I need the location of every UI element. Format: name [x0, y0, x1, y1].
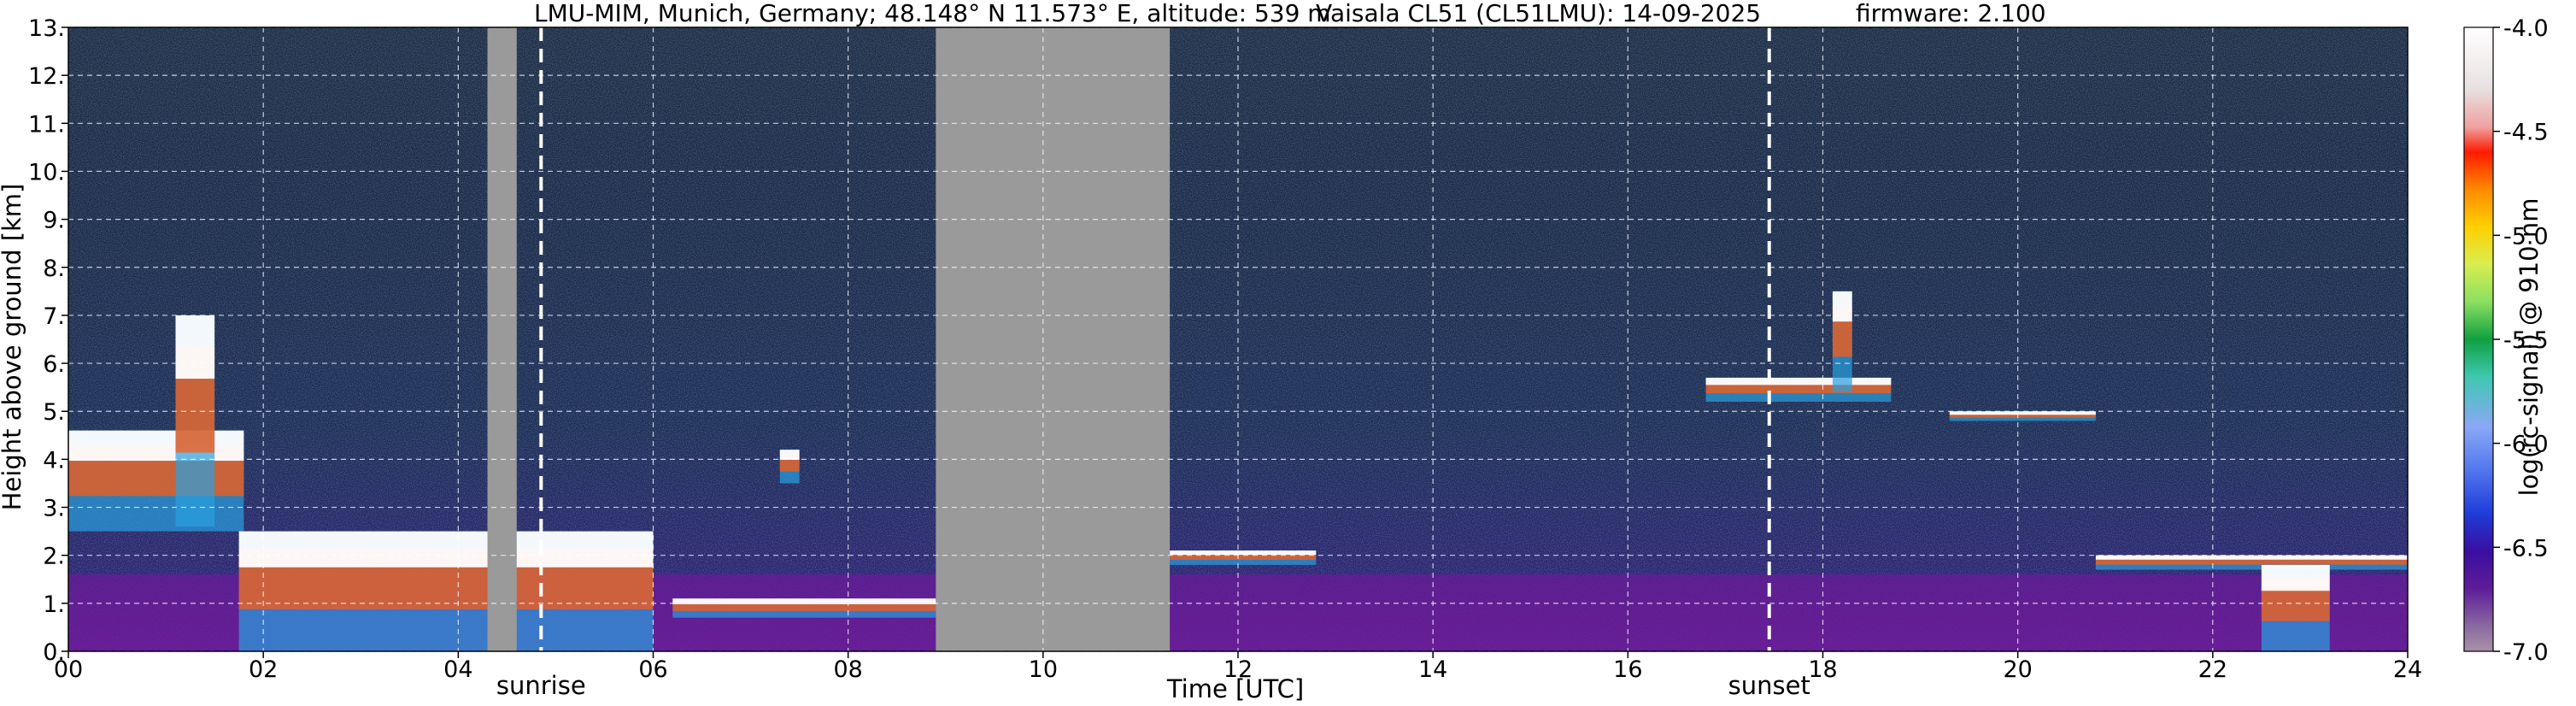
title-instrument-date: Vaisala CL51 (CL51LMU): 14-09-2025	[1316, 0, 1761, 27]
x-tick-label: 08	[833, 656, 862, 683]
no-data-region	[487, 27, 517, 651]
event-label-sunrise: sunrise	[496, 671, 586, 700]
y-tick-label: 9.	[43, 208, 65, 234]
cloud-layer	[1705, 377, 1892, 402]
x-tick-label: 18	[1808, 656, 1837, 683]
y-tick-label: 4.	[43, 447, 65, 474]
colorbar	[2463, 26, 2494, 652]
title-site: LMU-MIM, Munich, Germany; 48.148° N 11.5…	[534, 0, 1331, 27]
cloud-layer	[68, 430, 244, 532]
y-tick-label: 13.	[28, 15, 65, 42]
no-data-region	[936, 27, 1171, 651]
cloud-layer	[1170, 550, 1317, 565]
colorbar-tick-label: -5.5	[2503, 327, 2549, 354]
y-tick-label: 3.	[43, 496, 65, 522]
cloud-layer	[175, 315, 215, 527]
x-tick-label: 20	[2003, 656, 2032, 683]
x-axis-label: Time [UTC]	[1166, 674, 1304, 703]
x-tick-label: 02	[249, 656, 278, 683]
y-tick-label: 8.	[43, 256, 65, 282]
cloud-layer	[1832, 291, 1852, 392]
x-tick-label: 12	[1223, 656, 1253, 683]
y-axis-label: Height above ground [km]	[0, 184, 26, 511]
y-tick-label: 12.	[28, 63, 65, 90]
colorbar-tick-label: -4.5	[2503, 120, 2549, 146]
colorbar-tick-label: -4.0	[2503, 15, 2549, 42]
y-tick-label: 5.	[43, 399, 65, 426]
event-label-sunset: sunset	[1728, 671, 1810, 700]
cloud-layer	[672, 598, 936, 618]
x-tick-label: 22	[2198, 656, 2227, 683]
y-tick-label: 10.	[28, 159, 65, 185]
cloud-layer	[779, 450, 800, 484]
x-tick-label: 00	[54, 656, 83, 683]
x-tick-label: 04	[443, 656, 472, 683]
cloud-layer	[2261, 564, 2330, 651]
y-tick-label: 6.	[43, 351, 65, 378]
title-firmware: firmware: 2.100	[1856, 0, 2046, 27]
cloud-layer	[2095, 555, 2408, 570]
cloud-layer	[238, 531, 654, 651]
x-tick-label: 14	[1418, 656, 1447, 683]
y-tick-label: 7.	[43, 303, 65, 330]
y-tick-label: 2.	[43, 544, 65, 570]
x-tick-label: 06	[638, 656, 667, 683]
colorbar-tick-label: -7.0	[2503, 639, 2549, 666]
colorbar-tick-label: -6.5	[2503, 535, 2549, 562]
cloud-layer	[1949, 411, 2096, 421]
colorbar-tick-label: -6.0	[2503, 432, 2549, 458]
colorbar-tick-label: -5.0	[2503, 223, 2549, 250]
x-tick-label: 10	[1029, 656, 1058, 683]
y-tick-label: 0.	[43, 639, 65, 666]
x-tick-label: 16	[1613, 656, 1642, 683]
x-tick-label: 24	[2393, 656, 2422, 683]
colorbar-label: log(rc-signal) @ 910 nm	[2514, 198, 2544, 497]
y-tick-label: 11.	[28, 111, 65, 138]
y-tick-label: 1.	[43, 591, 65, 618]
